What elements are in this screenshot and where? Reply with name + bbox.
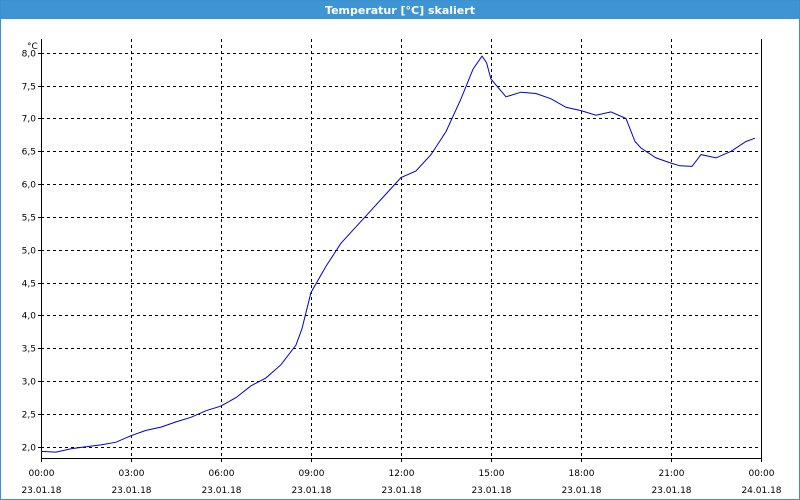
label-layer: °C 2,0 2,5 3,0 3,5 4,0 4,5 5,0 5,5 6,0 6,5 7,0 7,5 8… bbox=[21, 42, 781, 496]
x-tick-date-label: 23.01.18 bbox=[651, 486, 691, 496]
y-tick-label: 5,0 bbox=[22, 247, 37, 257]
y-tick-label: 4,5 bbox=[22, 280, 36, 290]
x-tick-time-label: 00:00 bbox=[29, 469, 55, 479]
y-tick-label: 7,0 bbox=[22, 115, 37, 125]
x-tick-time-label: 00:00 bbox=[749, 469, 775, 479]
temperature-series-line bbox=[40, 55, 756, 453]
window-title: Temperatur [°C] skaliert bbox=[325, 3, 475, 17]
x-tick-date-label: 23.01.18 bbox=[21, 486, 61, 496]
axis-layer bbox=[38, 39, 762, 462]
x-tick-date-label: 23.01.18 bbox=[291, 486, 331, 496]
y-tick-label: 6,5 bbox=[22, 148, 36, 158]
y-tick-label: 5,5 bbox=[22, 214, 36, 224]
x-tick-time-label: 18:00 bbox=[569, 469, 595, 479]
grid-layer bbox=[41, 39, 761, 458]
x-tick-date-label: 23.01.18 bbox=[471, 486, 511, 496]
y-tick-label: 3,0 bbox=[22, 378, 37, 388]
x-tick-date-label: 24.01.18 bbox=[741, 486, 781, 496]
x-tick-time-label: 09:00 bbox=[299, 469, 325, 479]
y-tick-label: 7,5 bbox=[22, 83, 36, 93]
x-tick-time-label: 15:00 bbox=[479, 469, 505, 479]
y-tick-label: 8,0 bbox=[22, 50, 37, 60]
y-tick-label: 6,0 bbox=[22, 181, 37, 191]
x-tick-date-label: 23.01.18 bbox=[561, 486, 601, 496]
title-bar: Temperatur [°C] skaliert bbox=[1, 1, 799, 19]
x-tick-date-label: 23.01.18 bbox=[201, 486, 241, 496]
y-tick-label: 2,0 bbox=[22, 444, 37, 454]
series-layer bbox=[40, 55, 756, 453]
y-tick-label: 3,5 bbox=[22, 345, 36, 355]
x-tick-date-label: 23.01.18 bbox=[111, 486, 151, 496]
x-tick-date-label: 23.01.18 bbox=[381, 486, 421, 496]
y-tick-label: 4,0 bbox=[22, 312, 37, 322]
x-tick-time-label: 21:00 bbox=[659, 469, 685, 479]
y-axis-unit-label: °C bbox=[27, 42, 38, 52]
y-tick-label: 2,5 bbox=[22, 411, 36, 421]
x-tick-time-label: 12:00 bbox=[389, 469, 415, 479]
x-tick-time-label: 06:00 bbox=[209, 469, 235, 479]
x-tick-time-label: 03:00 bbox=[119, 469, 145, 479]
